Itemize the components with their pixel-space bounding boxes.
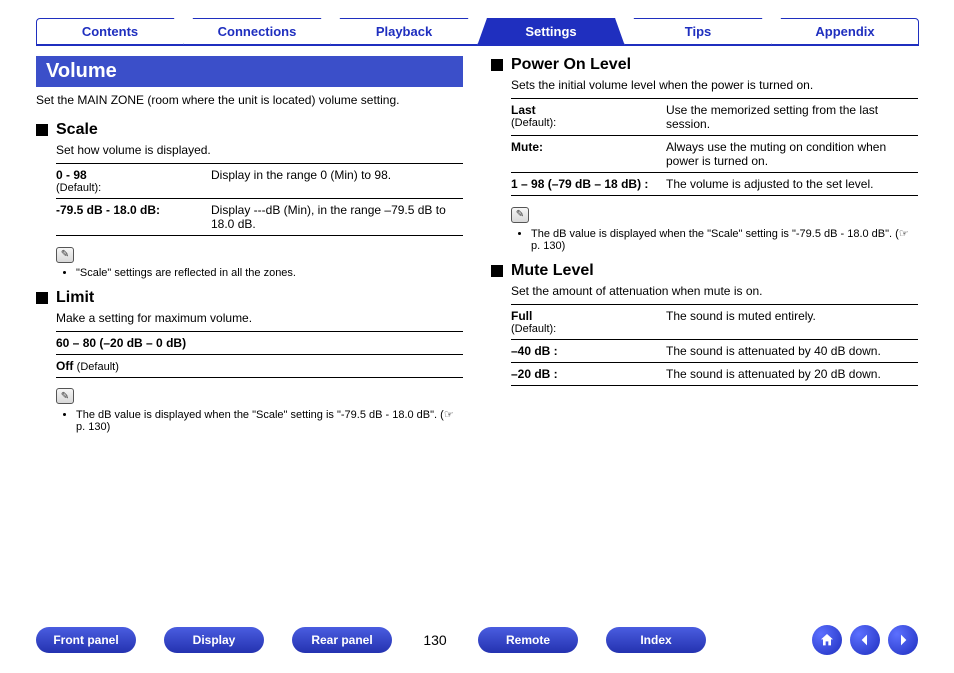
table-row: Full (Default): The sound is muted entir… [511, 304, 918, 339]
heading-power-on-text: Power On Level [511, 56, 631, 74]
option-desc: The sound is attenuated by 40 dB down. [666, 344, 918, 358]
power-on-table: Last (Default): Use the memorized settin… [511, 98, 918, 196]
option-label: –40 dB : [511, 344, 658, 358]
option-sublabel: (Default): [511, 323, 658, 335]
option-label: –20 dB : [511, 367, 658, 381]
right-column: Power On Level Sets the initial volume l… [491, 56, 918, 437]
page-title: Volume [36, 56, 463, 87]
heading-power-on: Power On Level [491, 56, 918, 74]
table-row: Last (Default): Use the memorized settin… [511, 98, 918, 135]
tab-connections[interactable]: Connections [183, 18, 331, 46]
pencil-icon: ✎ [511, 207, 529, 223]
square-icon [36, 292, 48, 304]
table-row: -79.5 dB - 18.0 dB: Display ---dB (Min),… [56, 198, 463, 236]
option-desc: The sound is muted entirely. [666, 309, 918, 335]
tab-tips[interactable]: Tips [624, 18, 772, 46]
mute-desc: Set the amount of attenuation when mute … [511, 284, 918, 298]
table-row: –40 dB : The sound is attenuated by 40 d… [511, 339, 918, 362]
table-row: 1 – 98 (–79 dB – 18 dB) : The volume is … [511, 172, 918, 196]
heading-limit: Limit [36, 289, 463, 307]
option-label: 60 – 80 (–20 dB – 0 dB) [56, 336, 186, 350]
heading-limit-text: Limit [56, 289, 94, 307]
table-row: Off (Default) [56, 354, 463, 378]
front-panel-button[interactable]: Front panel [36, 627, 136, 653]
option-sublabel: (Default): [56, 182, 203, 194]
note-text: "Scale" settings are reflected in all th… [76, 267, 463, 279]
option-label: Mute: [511, 140, 658, 154]
option-desc: Display in the range 0 (Min) to 98. [211, 168, 463, 194]
scale-table: 0 - 98 (Default): Display in the range 0… [56, 163, 463, 236]
pencil-icon: ✎ [56, 247, 74, 263]
option-desc: Display ---dB (Min), in the range –79.5 … [211, 203, 463, 231]
option-label: 0 - 98 [56, 168, 203, 182]
option-label: Off [56, 359, 73, 373]
note-text: The dB value is displayed when the "Scal… [531, 227, 918, 252]
page-intro: Set the MAIN ZONE (room where the unit i… [36, 93, 463, 107]
top-tabs: Contents Connections Playback Settings T… [36, 18, 918, 46]
pencil-icon: ✎ [56, 388, 74, 404]
heading-scale-text: Scale [56, 121, 98, 139]
table-row: 60 – 80 (–20 dB – 0 dB) [56, 331, 463, 354]
heading-mute-text: Mute Level [511, 262, 594, 280]
option-sublabel: (Default) [77, 361, 119, 373]
left-column: Volume Set the MAIN ZONE (room where the… [36, 56, 463, 437]
heading-scale: Scale [36, 121, 463, 139]
table-row: 0 - 98 (Default): Display in the range 0… [56, 163, 463, 198]
scale-desc: Set how volume is displayed. [56, 143, 463, 157]
rear-panel-button[interactable]: Rear panel [292, 627, 392, 653]
page-number: 130 [420, 632, 450, 648]
option-label: Last [511, 103, 658, 117]
limit-desc: Make a setting for maximum volume. [56, 311, 463, 325]
option-sublabel: (Default): [511, 117, 658, 129]
option-desc: The sound is attenuated by 20 dB down. [666, 367, 918, 381]
option-desc: Always use the muting on condition when … [666, 140, 918, 168]
square-icon [36, 124, 48, 136]
remote-button[interactable]: Remote [478, 627, 578, 653]
limit-table: 60 – 80 (–20 dB – 0 dB) Off (Default) [56, 331, 463, 378]
square-icon [491, 59, 503, 71]
home-icon[interactable] [812, 625, 842, 655]
next-page-icon[interactable] [888, 625, 918, 655]
footer: Front panel Display Rear panel 130 Remot… [0, 625, 954, 655]
index-button[interactable]: Index [606, 627, 706, 653]
square-icon [491, 265, 503, 277]
option-desc: The volume is adjusted to the set level. [666, 177, 918, 191]
table-row: –20 dB : The sound is attenuated by 20 d… [511, 362, 918, 386]
display-button[interactable]: Display [164, 627, 264, 653]
option-label: Full [511, 309, 658, 323]
option-label: -79.5 dB - 18.0 dB: [56, 203, 203, 217]
note-text: The dB value is displayed when the "Scal… [76, 408, 463, 433]
option-label: 1 – 98 (–79 dB – 18 dB) : [511, 177, 658, 191]
power-on-desc: Sets the initial volume level when the p… [511, 78, 918, 92]
option-desc: Use the memorized setting from the last … [666, 103, 918, 131]
mute-table: Full (Default): The sound is muted entir… [511, 304, 918, 386]
prev-page-icon[interactable] [850, 625, 880, 655]
tab-settings[interactable]: Settings [477, 18, 625, 46]
tab-playback[interactable]: Playback [330, 18, 478, 46]
heading-mute: Mute Level [491, 262, 918, 280]
tab-contents[interactable]: Contents [36, 18, 184, 46]
tab-appendix[interactable]: Appendix [771, 18, 919, 46]
table-row: Mute: Always use the muting on condition… [511, 135, 918, 172]
